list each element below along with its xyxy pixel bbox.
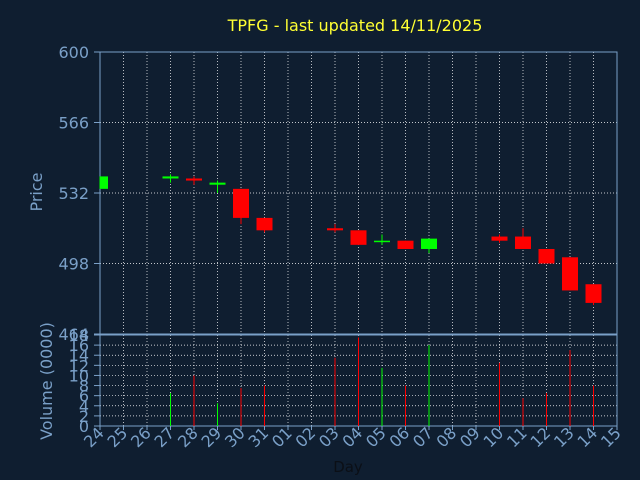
- candle-body: [233, 188, 249, 218]
- price-panel-frame: [99, 51, 618, 335]
- price-tick-label: 498: [58, 255, 89, 274]
- candle-body: [209, 182, 226, 185]
- candle-body: [327, 228, 343, 231]
- price-panel: 464 498 532 566 600: [58, 43, 618, 344]
- price-tick-label: 566: [58, 114, 89, 133]
- volume-tick-label: 18: [69, 326, 89, 345]
- candle-body: [100, 176, 108, 189]
- x-axis: 2425262728293031010203040506070809101112…: [80, 423, 625, 451]
- volume-tick-label: 10: [69, 366, 89, 385]
- candle-body: [585, 284, 602, 303]
- price-tick-label: 532: [58, 184, 89, 203]
- candle-body: [491, 236, 508, 241]
- chart-title: TPFG - last updated 14/11/2025: [227, 16, 483, 35]
- candle-body: [397, 240, 414, 249]
- price-tick-label: 464: [58, 325, 89, 344]
- volume-tick-label: 2: [79, 407, 89, 426]
- volume-tick-label: 8: [79, 377, 89, 396]
- volume-tick-label: 14: [69, 346, 89, 365]
- volume-tick-label: 12: [69, 356, 89, 375]
- candle-body: [256, 217, 273, 231]
- candle-body: [350, 230, 367, 245]
- volume-tick-label: 4: [79, 397, 89, 416]
- x-axis-label: Day: [333, 458, 363, 476]
- volume-tick-label: 0: [79, 417, 89, 436]
- candle-body: [162, 176, 179, 179]
- candle-body: [562, 257, 578, 291]
- price-tick-label: 600: [58, 43, 89, 62]
- candle-body: [374, 240, 390, 243]
- price-axis-label: Price: [27, 172, 46, 211]
- candle-body: [186, 178, 202, 181]
- volume-tick-label: 6: [79, 387, 89, 406]
- candle-body: [538, 248, 555, 264]
- volume-tick-label: 16: [69, 336, 89, 355]
- candle-body: [421, 238, 437, 249]
- candle-body: [515, 236, 531, 249]
- volume-axis-label: Volume (0000): [37, 322, 56, 440]
